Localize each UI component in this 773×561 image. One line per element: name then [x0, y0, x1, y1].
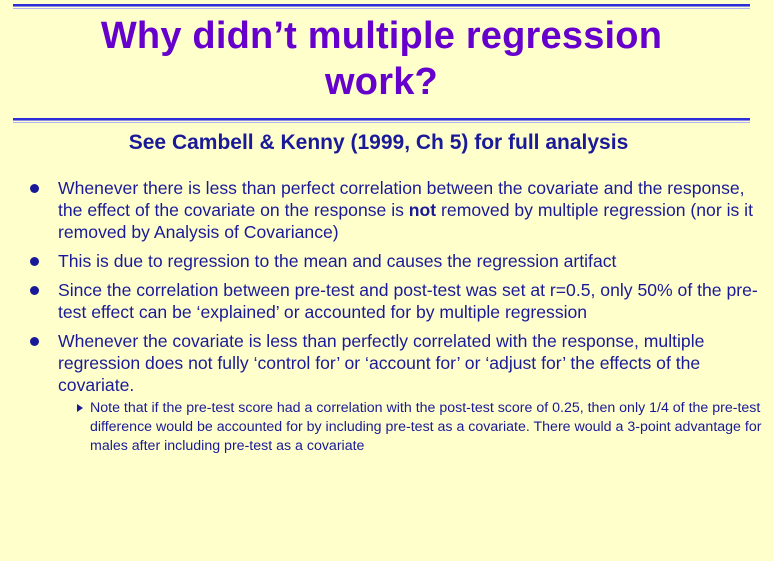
bullet-text: Whenever the covariate is less than perf…	[58, 331, 705, 395]
bullet-item: Since the correlation between pre-test a…	[28, 279, 758, 323]
top-divider	[13, 4, 750, 9]
bullet-text: This is due to regression to the mean an…	[58, 251, 617, 271]
title-line-2: work?	[325, 61, 438, 103]
bullet-item: Whenever there is less than perfect corr…	[28, 177, 758, 243]
slide-subtitle: See Cambell & Kenny (1999, Ch 5) for ful…	[128, 131, 629, 154]
bullet-text: Since the correlation between pre-test a…	[58, 280, 758, 322]
bullet-list: Whenever there is less than perfect corr…	[28, 177, 761, 463]
bullet-bold-text: not	[408, 200, 437, 220]
slide-title: Why didn’t multiple regression work?	[13, 13, 750, 105]
bullet-dot-icon	[30, 257, 39, 266]
sub-bullet-text: Note that if the pre-test score had a co…	[90, 400, 762, 454]
title-divider	[13, 118, 750, 123]
sub-bullet-item: Note that if the pre-test score had a co…	[76, 399, 773, 456]
title-line-1: Why didn’t multiple regression	[100, 15, 663, 57]
bullet-dot-icon	[30, 184, 39, 193]
bullet-text-part: Whenever there is less than perfect corr…	[58, 178, 745, 220]
triangle-bullet-icon	[77, 404, 83, 412]
bullet-dot-icon	[30, 337, 39, 346]
bullet-item: This is due to regression to the mean an…	[28, 250, 758, 272]
bullet-dot-icon	[30, 286, 39, 295]
bullet-text-part: removed by multiple regression (nor is i…	[58, 200, 753, 242]
bullet-item: Whenever the covariate is less than perf…	[28, 330, 761, 456]
